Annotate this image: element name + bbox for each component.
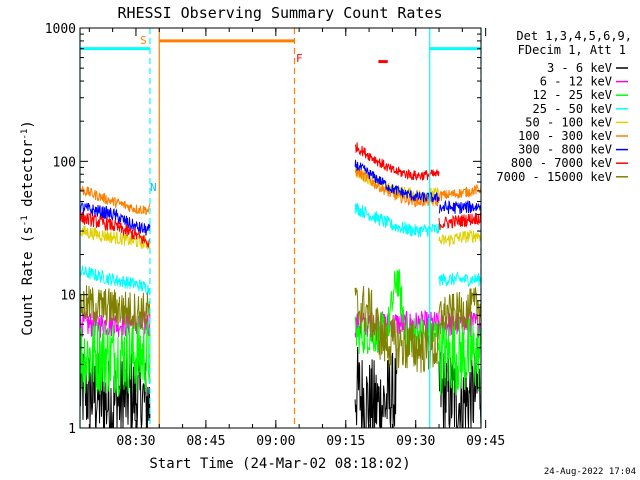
flag-label-night: N <box>150 181 157 194</box>
series-8 <box>79 285 482 373</box>
series-8-segment-2 <box>438 287 482 331</box>
series-7-segment-0 <box>80 211 151 248</box>
series-7 <box>80 142 482 248</box>
series-4-segment-2 <box>438 229 482 248</box>
series-3-segment-0 <box>79 265 151 296</box>
series-0-segment-1 <box>354 346 398 429</box>
series-7-segment-1 <box>355 142 440 181</box>
x-axis-label: Start Time (24-Mar-02 08:18:02) <box>149 456 410 472</box>
x-tick-label: 08:30 <box>116 434 155 449</box>
flag-label-saa: S <box>140 34 147 47</box>
series-2-segment-0 <box>79 317 151 398</box>
series-3 <box>79 203 482 296</box>
series-5-segment-0 <box>79 186 151 215</box>
series-6 <box>79 159 482 236</box>
x-tick-label: 09:45 <box>466 434 505 449</box>
plot-frame <box>79 27 482 429</box>
legend: Det 1,3,4,5,6,9, FDecim 1, Att 1 3 - 6 k… <box>496 29 632 184</box>
legend-label-7: 800 - 7000 keV <box>511 156 612 170</box>
y-tick-label: 1 <box>68 422 76 437</box>
y-tick-label: 10 <box>60 289 76 304</box>
legend-label-0: 3 - 6 keV <box>547 61 612 75</box>
series-6-segment-1 <box>354 159 440 203</box>
legend-label-4: 50 - 100 keV <box>525 115 612 129</box>
legend-label-1: 6 - 12 keV <box>540 75 612 89</box>
chart-title: RHESSI Observing Summary Count Rates <box>117 4 442 22</box>
series-8-segment-0 <box>79 285 151 332</box>
series-3-segment-2 <box>438 271 482 287</box>
y-tick-label: 1000 <box>45 22 76 37</box>
legend-header-line-1: Det 1,3,4,5,6,9, <box>516 29 632 43</box>
legend-label-3: 25 - 50 keV <box>533 102 612 116</box>
axes: 1 10 100 1000 08:30 08:45 09:00 09:15 09:30 09:45 <box>45 22 506 449</box>
generation-timestamp: 24-Aug-2022 17:04 <box>544 467 636 477</box>
series-1-segment-1 <box>354 309 440 338</box>
legend-label-6: 300 - 800 keV <box>518 143 612 157</box>
series-6-segment-2 <box>438 199 482 215</box>
plot-series <box>79 142 482 429</box>
legend-header-line-2: FDecim 1, Att 1 <box>518 43 626 57</box>
legend-label-5: 100 - 300 keV <box>518 129 612 143</box>
series-6-segment-0 <box>79 201 151 236</box>
series-8-segment-1 <box>354 286 440 373</box>
series-3-segment-1 <box>354 203 440 238</box>
series-5-segment-2 <box>438 183 482 202</box>
series-1-segment-0 <box>79 311 151 339</box>
x-tick-label: 09:15 <box>326 434 365 449</box>
legend-label-2: 12 - 25 keV <box>533 88 612 102</box>
x-tick-label: 09:30 <box>396 434 435 449</box>
y-axis-label: Count Rate (s-1 detector-1) <box>20 120 36 336</box>
legend-label-8: 7000 - 15000 keV <box>496 170 612 184</box>
x-tick-label: 09:00 <box>256 434 295 449</box>
series-4-segment-0 <box>79 225 151 250</box>
y-tick-label: 100 <box>53 155 76 170</box>
series-7-segment-2 <box>438 210 482 231</box>
x-tick-label: 08:45 <box>186 434 225 449</box>
flag-label-flare: F <box>296 52 303 65</box>
